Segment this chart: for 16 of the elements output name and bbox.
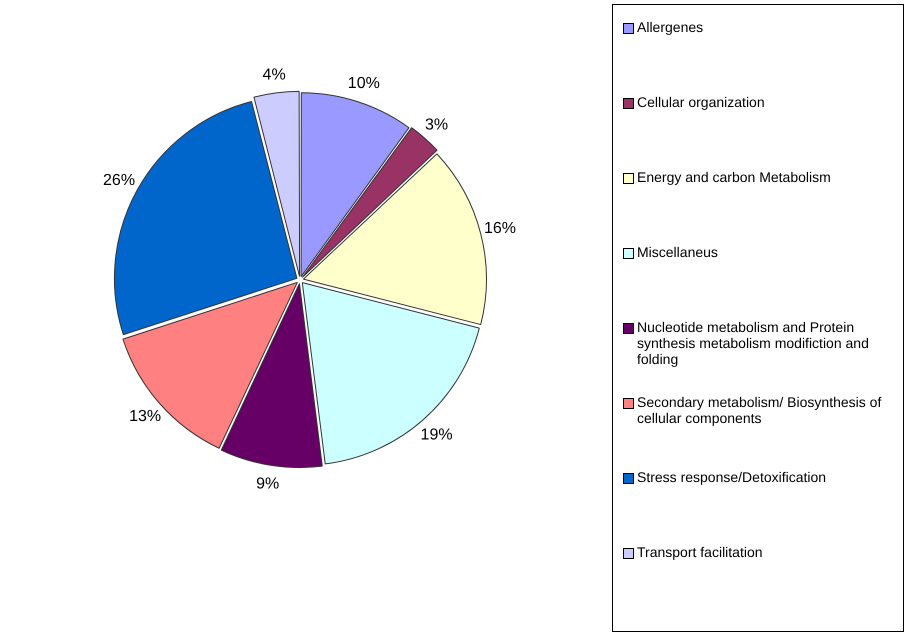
data-label: 19%: [420, 426, 453, 444]
legend-label: Stress response/Detoxification: [637, 469, 826, 485]
data-label: 9%: [256, 475, 280, 492]
data-label: 3%: [425, 116, 448, 134]
data-label: 10%: [348, 75, 380, 92]
legend-label: Nucleotide metabolism and Protein synthesis metabolism modifiction and folding: [637, 319, 870, 367]
legend-label: Miscellaneus: [637, 244, 718, 260]
legend-label: Allergenes: [637, 19, 704, 35]
data-label: 4%: [262, 66, 286, 84]
legend-label: Secondary metabolism/ Biosynthesis of cellular components: [637, 394, 882, 426]
legend-label: Cellular organization: [637, 94, 765, 110]
legend-label: Transport facilitation: [637, 544, 763, 560]
legend-label: Energy and carbon Metabolism: [637, 169, 831, 185]
data-label: 26%: [103, 172, 136, 189]
data-label: 16%: [484, 220, 516, 238]
data-label: 13%: [129, 408, 162, 425]
